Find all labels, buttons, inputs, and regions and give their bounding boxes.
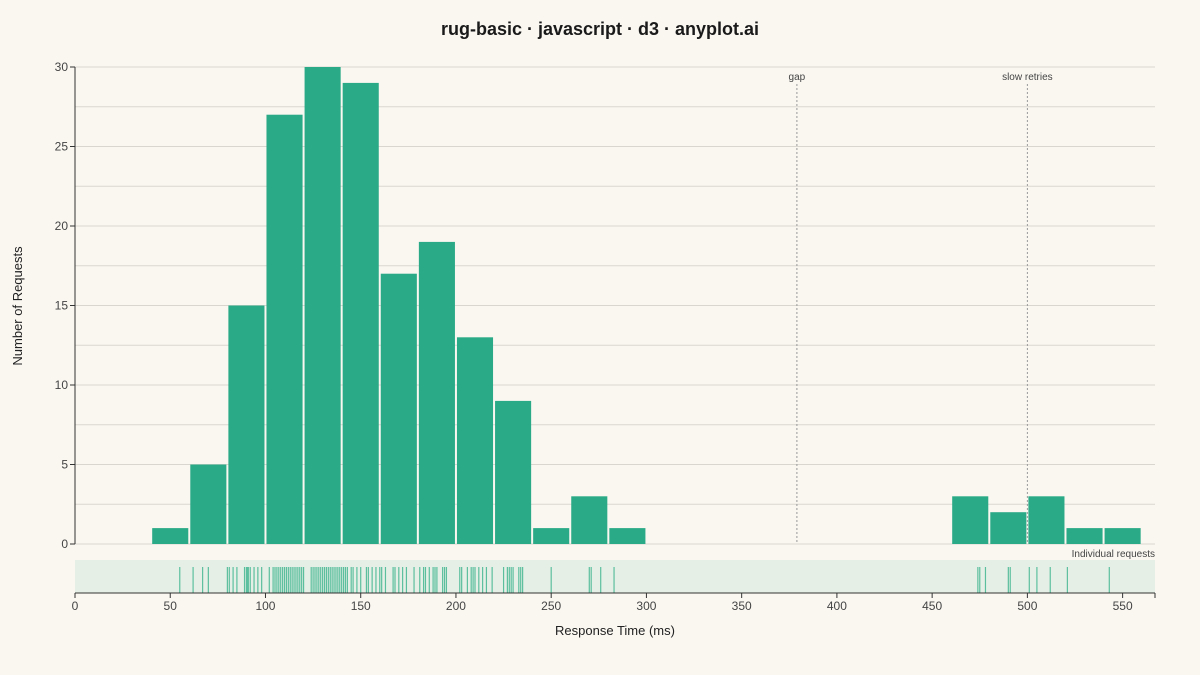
x-axis: 0 50 100 150 200 250 300 350 400 450 500 550: [72, 592, 1156, 613]
histogram-bar: [228, 305, 265, 544]
rug-band: [75, 560, 1155, 593]
y-tick-label: 5: [61, 458, 68, 472]
y-tick-label: 10: [55, 378, 69, 392]
y-tick-label: 15: [55, 299, 69, 313]
x-axis-label: Response Time (ms): [555, 623, 675, 638]
annotation-label: slow retries: [1002, 72, 1053, 83]
histogram-bar: [418, 241, 455, 544]
histogram-bar: [304, 67, 341, 544]
rug-ticks: [179, 567, 1110, 593]
histogram-bar: [495, 400, 532, 544]
x-tick-label: 150: [351, 599, 371, 613]
x-tick-label: 400: [827, 599, 847, 613]
y-tick-label: 25: [55, 140, 69, 154]
x-tick-label: 200: [446, 599, 466, 613]
x-tick-label: 500: [1017, 599, 1037, 613]
x-tick-label: 50: [164, 599, 178, 613]
y-axis: 0 5 10 15 20 25 30: [55, 60, 76, 551]
x-tick-label: 450: [922, 599, 942, 613]
histogram-bar: [609, 528, 646, 544]
x-tick-label: 250: [541, 599, 561, 613]
histogram-bar: [266, 114, 303, 544]
histogram-bar: [380, 273, 417, 544]
histogram-bars: [152, 67, 1141, 545]
x-tick-label: 550: [1113, 599, 1133, 613]
y-tick-label: 30: [55, 60, 69, 74]
histogram-bar: [190, 464, 227, 544]
annotation-label: gap: [789, 72, 806, 83]
x-tick-label: 300: [636, 599, 656, 613]
x-tick-label: 0: [72, 599, 79, 613]
y-axis-label: Number of Requests: [10, 246, 25, 366]
histogram-bar: [571, 496, 608, 544]
histogram-bar: [533, 528, 570, 544]
histogram-bar: [990, 512, 1027, 544]
rug-label: Individual requests: [1072, 549, 1155, 560]
histogram-bar: [152, 528, 189, 544]
annotations: gap slow retries: [789, 72, 1053, 544]
x-tick-label: 350: [732, 599, 752, 613]
histogram-bar: [1066, 528, 1103, 544]
histogram-bar: [1028, 496, 1065, 544]
histogram-bar: [952, 496, 989, 544]
y-tick-label: 0: [61, 537, 68, 551]
histogram-bar: [1104, 528, 1141, 544]
x-tick-label: 100: [255, 599, 275, 613]
y-tick-label: 20: [55, 219, 69, 233]
histogram-bar: [342, 82, 379, 545]
histogram-bar: [456, 337, 494, 544]
chart-title: rug-basic · javascript · d3 · anyplot.ai: [441, 19, 759, 39]
